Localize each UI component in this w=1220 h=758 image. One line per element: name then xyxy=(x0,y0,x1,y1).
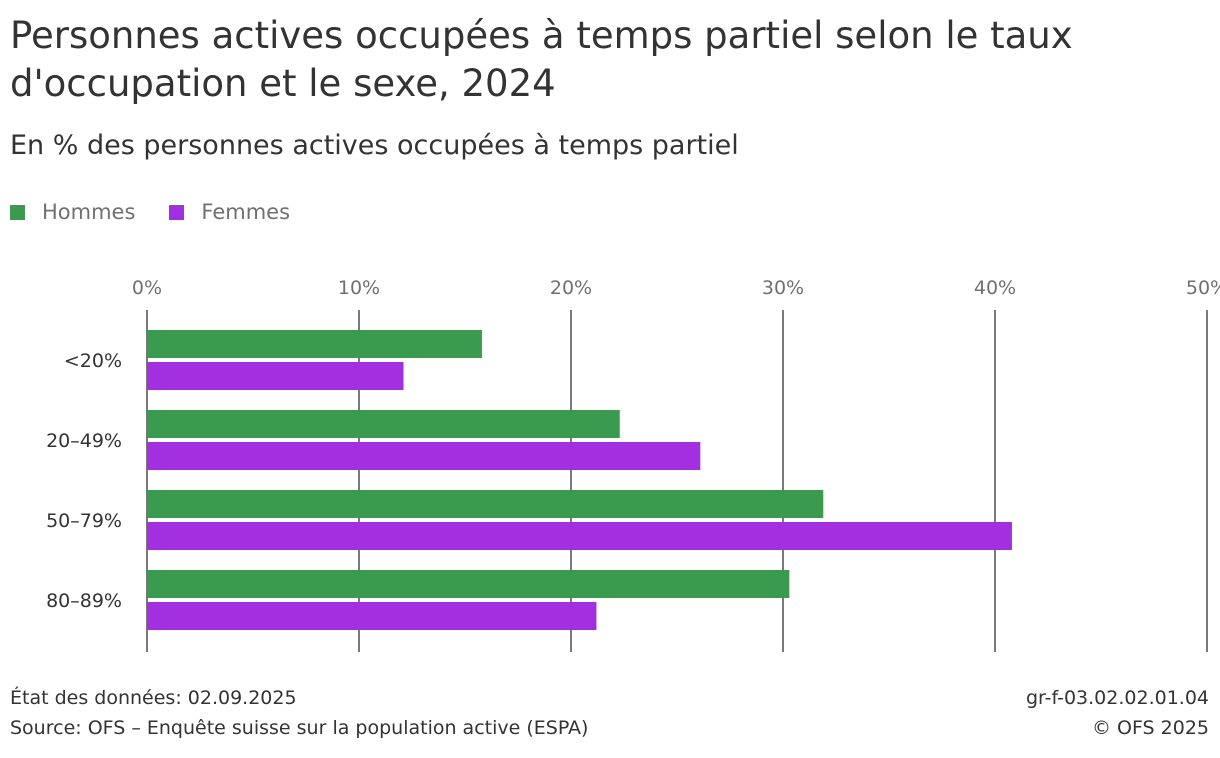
y-category-label: <20% xyxy=(64,350,122,372)
chart-title: Personnes actives occupées à temps parti… xyxy=(10,14,1073,105)
chart-subtitle: En % des personnes actives occupées à te… xyxy=(10,130,739,161)
x-tick-label: 30% xyxy=(762,277,804,299)
x-axis-ticks: 0% 10% 20% 30% 40% 50% xyxy=(132,277,1220,299)
legend-label-hommes: Hommes xyxy=(42,200,136,224)
copyright: © OFS 2025 xyxy=(1091,717,1209,739)
y-category-label: 50–79% xyxy=(46,510,122,532)
x-tick-label: 50% xyxy=(1186,277,1220,299)
chart-code: gr-f-03.02.02.01.04 xyxy=(1025,687,1209,709)
bar-hommes[interactable] xyxy=(147,570,790,598)
legend-swatch-hommes xyxy=(10,204,25,220)
legend-item-hommes[interactable]: Hommes xyxy=(10,200,135,224)
legend-label-femmes: Femmes xyxy=(201,200,291,224)
footer-right: gr-f-03.02.02.01.04 © OFS 2025 xyxy=(1026,683,1209,743)
y-category-label: 80–89% xyxy=(46,590,122,612)
bar-femmes[interactable] xyxy=(147,522,1012,550)
legend: Hommes Femmes xyxy=(10,200,324,224)
x-tick-label: 10% xyxy=(338,277,380,299)
bar-hommes[interactable] xyxy=(147,330,482,358)
bar-hommes[interactable] xyxy=(147,410,620,438)
data-status-date: État des données: 02.09.2025 xyxy=(10,687,297,709)
y-category-label: 20–49% xyxy=(46,430,122,452)
y-axis-categories: <20% 20–49% 50–79% 80–89% xyxy=(46,350,122,612)
grid-layer xyxy=(146,310,1208,652)
legend-swatch-femmes xyxy=(169,204,185,220)
footer-left: État des données: 02.09.2025 Source: OFS… xyxy=(10,683,588,743)
bar-femmes[interactable] xyxy=(147,362,404,390)
bar-femmes[interactable] xyxy=(147,442,701,470)
bar-hommes[interactable] xyxy=(147,490,824,518)
x-tick-label: 40% xyxy=(974,277,1016,299)
bars xyxy=(147,330,1012,630)
x-tick-label: 0% xyxy=(132,277,162,299)
data-source: Source: OFS – Enquête suisse sur la popu… xyxy=(10,717,589,739)
bar-femmes[interactable] xyxy=(147,602,597,630)
legend-item-femmes[interactable]: Femmes xyxy=(169,200,290,224)
x-tick-label: 20% xyxy=(550,277,592,299)
